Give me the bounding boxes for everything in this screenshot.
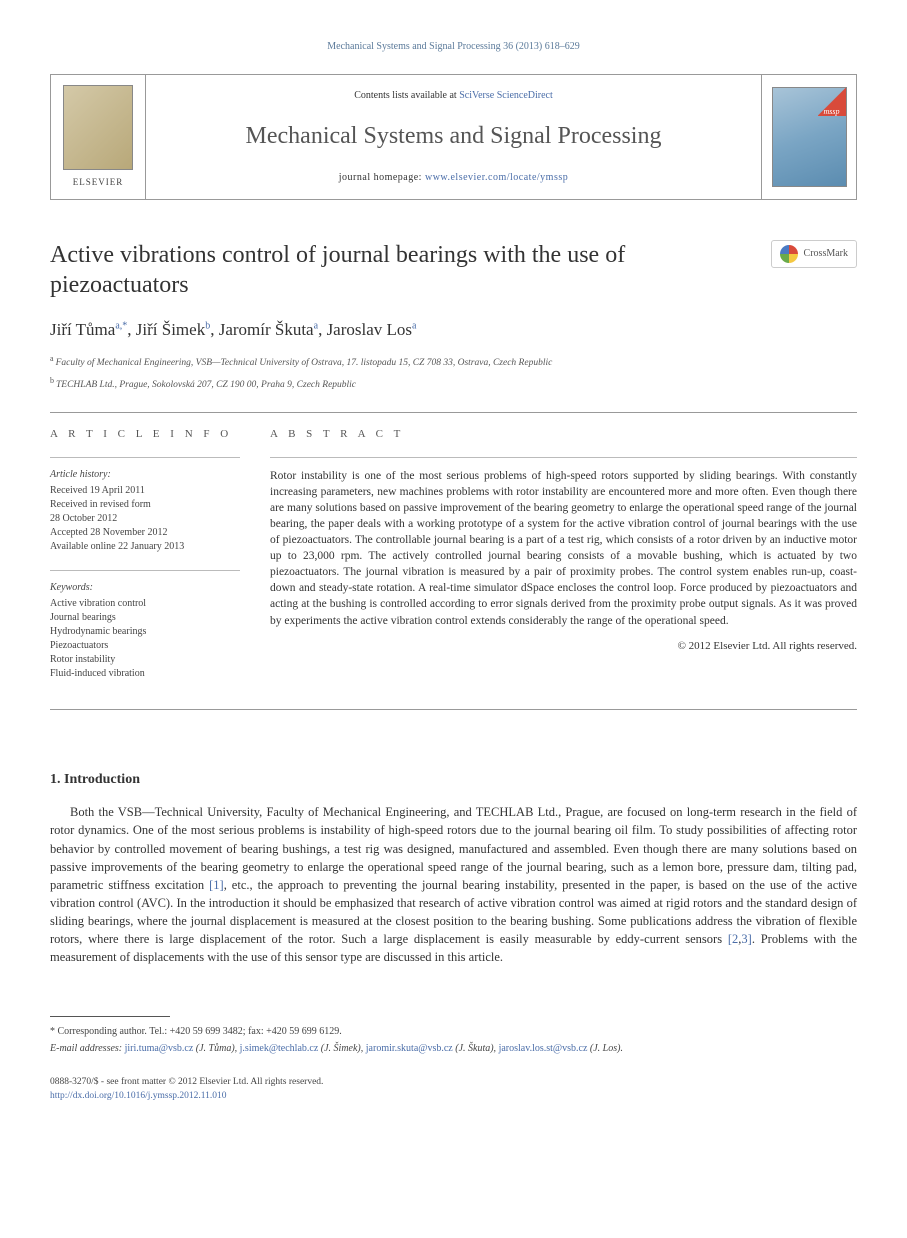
affil-a-text: Faculty of Mechanical Engineering, VSB—T… bbox=[56, 359, 553, 369]
keywords-block: Keywords: Active vibration control Journ… bbox=[50, 581, 240, 681]
keyword: Rotor instability bbox=[50, 653, 240, 667]
crossmark-badge[interactable]: CrossMark bbox=[771, 240, 857, 268]
author-3-marks: a bbox=[314, 320, 318, 331]
author-4: Jaroslav Los bbox=[327, 320, 412, 339]
doi-prefix: http://dx.doi.org/ bbox=[50, 1091, 114, 1101]
author-2: Jiří Šimek bbox=[136, 320, 205, 339]
divider-bottom bbox=[50, 709, 857, 710]
affil-b-mark: b bbox=[50, 376, 54, 385]
info-rule bbox=[50, 570, 240, 571]
footnote-separator bbox=[50, 1016, 170, 1017]
contents-line: Contents lists available at SciVerse Sci… bbox=[154, 89, 753, 103]
section-heading: 1. Introduction bbox=[50, 770, 857, 790]
abstract-label: A B S T R A C T bbox=[270, 427, 857, 442]
keyword: Hydrodynamic bearings bbox=[50, 625, 240, 639]
homepage-prefix: journal homepage: bbox=[339, 172, 425, 183]
elsevier-label: ELSEVIER bbox=[73, 176, 124, 189]
keyword: Active vibration control bbox=[50, 597, 240, 611]
email-link[interactable]: j.simek@techlab.cz bbox=[240, 1043, 319, 1054]
history-line: Accepted 28 November 2012 bbox=[50, 526, 240, 540]
elsevier-column: ELSEVIER bbox=[51, 75, 146, 199]
email-who: (J. Škuta), bbox=[453, 1043, 499, 1054]
history-heading: Article history: bbox=[50, 468, 240, 482]
email-who: (J. Tůma), bbox=[193, 1043, 239, 1054]
affiliation-b: bTECHLAB Ltd., Prague, Sokolovská 207, C… bbox=[50, 375, 857, 392]
page-footer: 0888-3270/$ - see front matter © 2012 El… bbox=[50, 1076, 857, 1103]
author-2-marks: b bbox=[205, 320, 210, 331]
journal-title: Mechanical Systems and Signal Processing bbox=[154, 120, 753, 154]
issn-line: 0888-3270/$ - see front matter © 2012 El… bbox=[50, 1076, 857, 1089]
page-container: Mechanical Systems and Signal Processing… bbox=[0, 0, 907, 1133]
homepage-link[interactable]: www.elsevier.com/locate/ymssp bbox=[425, 172, 568, 183]
section-title: Introduction bbox=[64, 772, 140, 787]
citation-link-3[interactable]: 3] bbox=[741, 932, 751, 946]
citation-link-1[interactable]: [1] bbox=[209, 878, 224, 892]
email-who: (J. Šimek), bbox=[318, 1043, 365, 1054]
cover-column: mssp bbox=[761, 75, 856, 199]
abstract-text: Rotor instability is one of the most ser… bbox=[270, 468, 857, 629]
info-rule bbox=[50, 457, 240, 458]
crossmark-icon bbox=[780, 245, 798, 263]
doi-value: 10.1016/j.ymssp.2012.11.010 bbox=[114, 1091, 226, 1101]
author-1-marks: a,* bbox=[115, 320, 127, 331]
crossmark-label: CrossMark bbox=[804, 247, 848, 261]
history-block: Article history: Received 19 April 2011 … bbox=[50, 468, 240, 554]
affil-b-text: TECHLAB Ltd., Prague, Sokolovská 207, CZ… bbox=[56, 380, 356, 390]
journal-header-box: ELSEVIER Contents lists available at Sci… bbox=[50, 74, 857, 200]
author-1: Jiří Tůma bbox=[50, 320, 115, 339]
contents-prefix: Contents lists available at bbox=[354, 90, 459, 101]
email-link[interactable]: jaroslav.los.st@vsb.cz bbox=[499, 1043, 588, 1054]
journal-cover-thumbnail-icon: mssp bbox=[772, 87, 847, 187]
author-3: Jaromír Škuta bbox=[219, 320, 314, 339]
corresponding-author: * Corresponding author. Tel.: +420 59 69… bbox=[50, 1025, 857, 1039]
elsevier-tree-logo-icon bbox=[63, 85, 133, 170]
body-paragraph: Both the VSB—Technical University, Facul… bbox=[50, 803, 857, 966]
running-head: Mechanical Systems and Signal Processing… bbox=[50, 40, 857, 54]
homepage-line: journal homepage: www.elsevier.com/locat… bbox=[154, 171, 753, 185]
affil-a-mark: a bbox=[50, 354, 54, 363]
history-line: Available online 22 January 2013 bbox=[50, 540, 240, 554]
article-info-label: A R T I C L E I N F O bbox=[50, 427, 240, 442]
abstract-rule bbox=[270, 457, 857, 458]
email-line: E-mail addresses: jiri.tuma@vsb.cz (J. T… bbox=[50, 1042, 857, 1056]
doi-link[interactable]: http://dx.doi.org/10.1016/j.ymssp.2012.1… bbox=[50, 1091, 227, 1101]
history-line: Received 19 April 2011 bbox=[50, 484, 240, 498]
doi-line: http://dx.doi.org/10.1016/j.ymssp.2012.1… bbox=[50, 1090, 857, 1103]
info-abstract-row: A R T I C L E I N F O Article history: R… bbox=[50, 427, 857, 696]
sciencedirect-link[interactable]: SciVerse ScienceDirect bbox=[459, 90, 553, 101]
header-center: Contents lists available at SciVerse Sci… bbox=[146, 75, 761, 199]
email-label: E-mail addresses: bbox=[50, 1043, 125, 1054]
keyword: Fluid-induced vibration bbox=[50, 667, 240, 681]
body-section: 1. Introduction Both the VSB—Technical U… bbox=[50, 770, 857, 967]
article-info-column: A R T I C L E I N F O Article history: R… bbox=[50, 427, 240, 696]
section-number: 1. bbox=[50, 772, 61, 787]
divider-top bbox=[50, 412, 857, 413]
abstract-column: A B S T R A C T Rotor instability is one… bbox=[270, 427, 857, 696]
keywords-heading: Keywords: bbox=[50, 581, 240, 595]
abstract-copyright: © 2012 Elsevier Ltd. All rights reserved… bbox=[270, 639, 857, 654]
cover-mssp-label: mssp bbox=[823, 106, 839, 117]
keyword: Piezoactuators bbox=[50, 639, 240, 653]
author-4-marks: a bbox=[412, 320, 416, 331]
title-row: Active vibrations control of journal bea… bbox=[50, 240, 857, 300]
email-link[interactable]: jaromir.skuta@vsb.cz bbox=[366, 1043, 453, 1054]
article-title: Active vibrations control of journal bea… bbox=[50, 240, 771, 300]
citation-link-2[interactable]: [2 bbox=[728, 932, 738, 946]
keyword: Journal bearings bbox=[50, 611, 240, 625]
email-link[interactable]: jiri.tuma@vsb.cz bbox=[125, 1043, 194, 1054]
authors-line: Jiří Tůmaa,*, Jiří Šimekb, Jaromír Škuta… bbox=[50, 318, 857, 342]
affiliation-a: aFaculty of Mechanical Engineering, VSB—… bbox=[50, 353, 857, 370]
email-who: (J. Los). bbox=[587, 1043, 623, 1054]
history-line: 28 October 2012 bbox=[50, 512, 240, 526]
history-line: Received in revised form bbox=[50, 498, 240, 512]
